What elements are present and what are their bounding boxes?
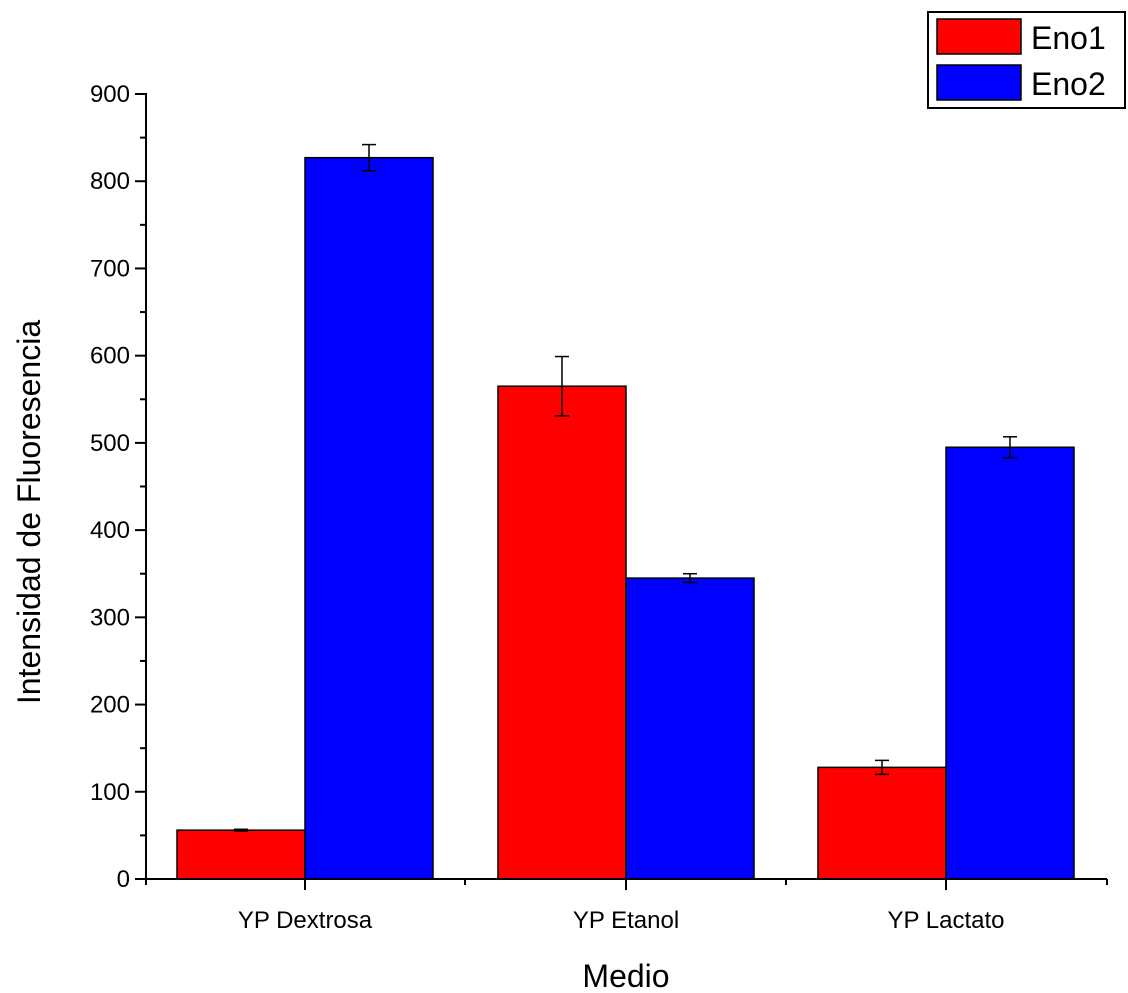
y-tick-label: 500 (90, 430, 130, 457)
legend-label: Eno1 (1031, 20, 1106, 56)
y-tick-label: 900 (90, 81, 130, 108)
y-tick-label: 200 (90, 692, 130, 719)
bar-eno1-3 (817, 766, 947, 880)
y-tick-label: 600 (90, 343, 130, 370)
x-tick-label: YP Lactato (888, 907, 1005, 934)
y-tick-label: 400 (90, 517, 130, 544)
bar-eno2-1 (304, 156, 434, 880)
bar-eno1-1 (176, 829, 306, 880)
legend-swatch (936, 18, 1022, 55)
x-tick-label: YP Dextrosa (238, 907, 373, 934)
error-bar-eno2-2 (683, 572, 697, 584)
error-bar-eno2-1 (362, 143, 376, 172)
x-tick-label: YP Etanol (573, 907, 679, 934)
legend-item-eno1: Eno1 (936, 18, 1106, 56)
error-bar-eno1-3 (875, 759, 889, 776)
y-tick-label: 700 (90, 255, 130, 282)
y-tick-label: 300 (90, 604, 130, 631)
y-axis-title: Intensidad de Fluoresencia (11, 320, 47, 704)
y-tick-label: 0 (117, 866, 130, 893)
legend-swatch (936, 64, 1022, 101)
error-bars-layer (234, 143, 1017, 832)
bar-eno2-3 (945, 446, 1075, 880)
y-ticks-layer: 0 100 200 300 400 500 600 700 800 900 (90, 81, 146, 893)
y-tick-label: 100 (90, 779, 130, 806)
error-bar-eno1-1 (234, 828, 248, 832)
x-axis-title: Medio (582, 958, 669, 993)
x-ticks-layer: YP Dextrosa YP Etanol YP Lactato (145, 879, 1108, 934)
legend: Eno1 Eno2 (927, 11, 1126, 109)
error-bar-eno1-2 (555, 355, 569, 417)
error-bar-eno2-3 (1003, 436, 1017, 459)
bar-eno1-2 (497, 385, 627, 880)
y-tick-label: 800 (90, 168, 130, 195)
bars-layer (176, 156, 1075, 880)
legend-label: Eno2 (1031, 66, 1106, 102)
legend-item-eno2: Eno2 (936, 64, 1106, 102)
bar-eno2-2 (625, 577, 755, 880)
